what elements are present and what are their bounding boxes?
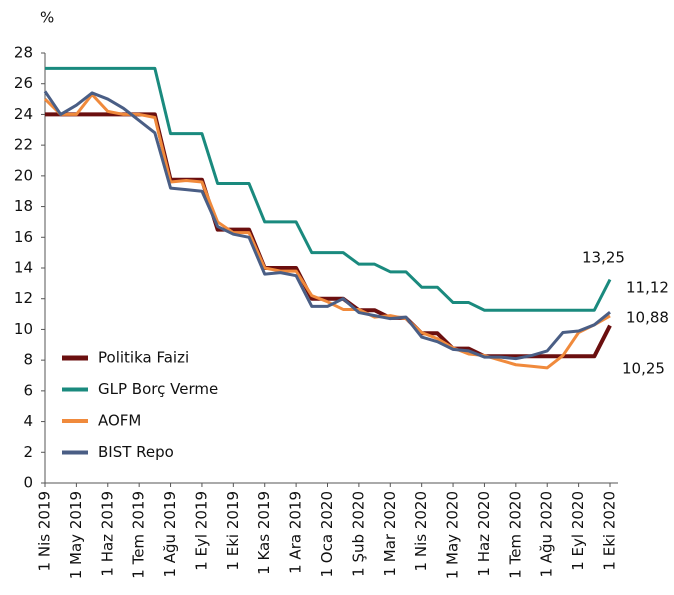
legend-label: Politika Faizi: [98, 349, 189, 367]
y-tick-label: 24: [14, 105, 33, 123]
x-tick-label: 1 Tem 2019: [130, 491, 148, 579]
x-tick-label: 1 Haz 2020: [475, 491, 493, 577]
data-label: 13,25: [582, 249, 625, 267]
x-tick-label: 1 May 2019: [67, 491, 85, 579]
y-tick-label: 10: [14, 320, 33, 338]
data-label: 10,88: [626, 309, 669, 327]
x-tick-label: 1 Eyl 2020: [569, 491, 587, 571]
x-tick-label: 1 Nis 2019: [36, 491, 54, 571]
y-tick-label: 28: [14, 44, 33, 62]
y-tick-label: 22: [14, 136, 33, 154]
series-line: [45, 112, 612, 359]
x-tick-label: 1 Nis 2020: [412, 491, 430, 571]
x-tick-label: 1 Oca 2020: [318, 491, 336, 578]
y-tick-label: 26: [14, 74, 33, 92]
series-line: [43, 92, 611, 370]
x-tick-label: 1 Haz 2019: [98, 491, 116, 577]
x-tick-label: 1 Ağu 2020: [538, 491, 556, 578]
y-axis-label: %: [40, 9, 54, 27]
y-tick-label: 6: [23, 381, 33, 399]
series-line: [43, 90, 611, 361]
x-tick-label: 1 Şub 2020: [349, 491, 367, 577]
data-label: 10,25: [622, 360, 665, 378]
x-tick-label: 1 Ara 2019: [287, 491, 305, 574]
y-tick-label: 2: [23, 443, 33, 461]
x-tick-label: 1 Eki 2020: [601, 491, 619, 571]
legend-label: BIST Repo: [98, 443, 174, 461]
y-tick-label: 12: [14, 289, 33, 307]
data-label: 11,12: [626, 279, 669, 297]
legend-label: AOFM: [98, 412, 141, 430]
y-tick-label: 20: [14, 166, 33, 184]
legend-label: GLP Borç Verme: [98, 380, 218, 398]
x-tick-label: 1 Eki 2019: [224, 491, 242, 571]
x-tick-label: 1 Kas 2019: [255, 491, 273, 575]
x-tick-label: 1 May 2020: [444, 491, 462, 579]
x-tick-label: 1 Tem 2020: [506, 491, 524, 579]
x-tick-label: 1 Ağu 2019: [161, 491, 179, 578]
y-tick-label: 4: [23, 412, 33, 430]
x-tick-label: 1 Mar 2020: [381, 491, 399, 577]
series-line: [45, 66, 612, 312]
x-tick-label: 1 Eyl 2019: [192, 491, 210, 571]
y-tick-label: 8: [23, 351, 33, 369]
y-tick-label: 18: [14, 197, 33, 215]
y-tick-label: 14: [14, 259, 33, 277]
y-tick-label: 0: [23, 474, 33, 492]
y-tick-label: 16: [14, 228, 33, 246]
